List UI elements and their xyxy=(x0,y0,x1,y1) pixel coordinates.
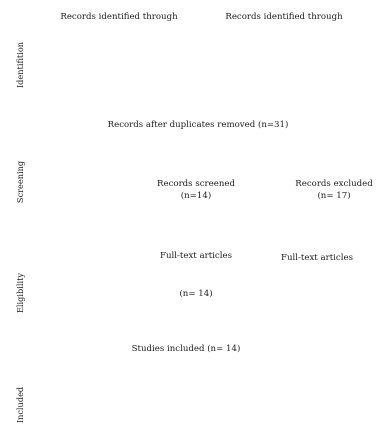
records-screened-count: (n=14) xyxy=(146,190,246,202)
stage-label-screening: Screening xyxy=(15,152,25,212)
prisma-flow-diagram: Identifition Screening Eligibility Inclu… xyxy=(0,0,376,423)
stage-label-eligibility: Eligibility xyxy=(15,263,25,323)
fulltext-articles-left-count: (n= 14) xyxy=(146,288,246,300)
records-screened-label: Records screened xyxy=(146,178,246,190)
records-excluded-count: (n= 17) xyxy=(286,190,376,202)
records-after-duplicates-removed: Records after duplicates removed (n=31) xyxy=(96,119,300,131)
fulltext-articles-right-label: Full-text articles xyxy=(266,252,368,264)
records-screened-box: Records screened (n=14) xyxy=(146,178,246,202)
studies-included: Studies included (n= 14) xyxy=(121,343,251,355)
records-identified-left: Records identified through xyxy=(52,11,186,23)
stage-label-included: Included xyxy=(15,375,25,435)
records-excluded-box: Records excluded (n= 17) xyxy=(286,178,376,202)
records-excluded-label: Records excluded xyxy=(286,178,376,190)
records-identified-right: Records identified through xyxy=(216,11,352,23)
fulltext-articles-left-label: Full-text articles xyxy=(146,250,246,262)
stage-label-identification: Identifition xyxy=(15,35,25,95)
